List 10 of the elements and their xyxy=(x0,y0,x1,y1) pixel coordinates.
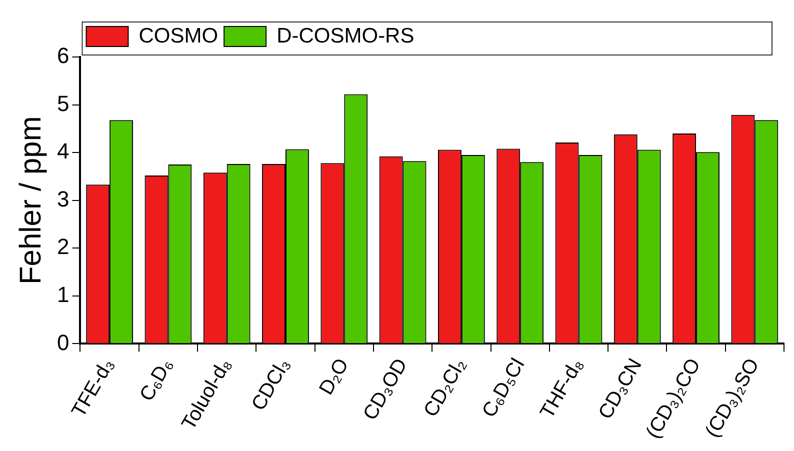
y-tick-label: 4 xyxy=(56,138,70,164)
y-tick-label: 2 xyxy=(56,234,70,260)
y-tick-label: 3 xyxy=(56,186,70,212)
y-tick-label: 0 xyxy=(56,330,70,355)
y-tick-label: 5 xyxy=(56,90,70,116)
y-axis-title: Fehler / ppm xyxy=(14,116,48,285)
y-tick-label: 6 xyxy=(56,43,70,68)
y-tick-label: 1 xyxy=(56,282,70,307)
legend-label: D-COSMO-RS xyxy=(276,24,414,48)
legend-label: COSMO xyxy=(138,24,218,48)
